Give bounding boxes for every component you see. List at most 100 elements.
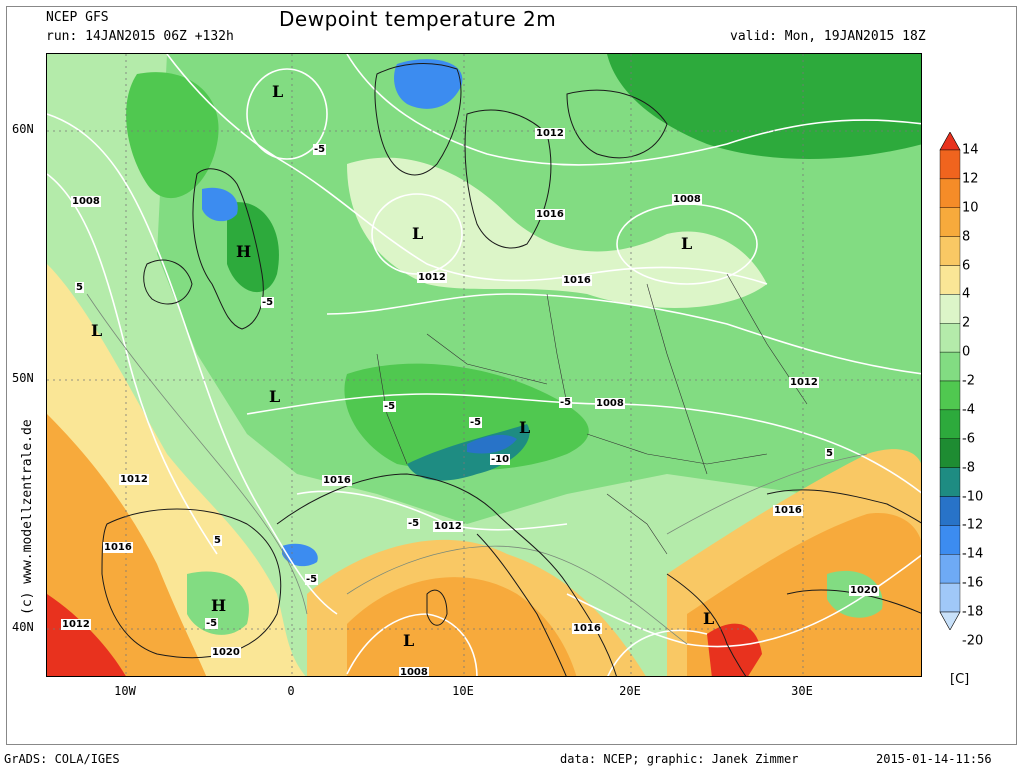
isobar-line (326, 293, 921, 375)
low-pressure-marker: L (703, 609, 715, 628)
dewpoint-contour (346, 545, 688, 645)
isobar-label: 1012 (417, 272, 447, 283)
y-tick-60n: 60N (12, 122, 34, 136)
colorbar-level-label: -2 (962, 373, 975, 389)
field-orange-med (347, 577, 577, 676)
map-field-svg (47, 54, 921, 676)
colorbar-level-label: 10 (962, 200, 979, 216)
coastline-corsica (426, 589, 448, 626)
footer-credit: data: NCEP; graphic: Janek Zimmer (560, 752, 799, 766)
colorbar-box (939, 265, 961, 295)
low-pressure-marker: L (91, 321, 103, 340)
field-red-west (47, 594, 126, 676)
coastline-greece (666, 573, 747, 676)
border-line (376, 353, 408, 465)
colorbar-level-label: 4 (962, 286, 971, 302)
border-line (606, 493, 668, 555)
dewpoint-label: 5 (825, 448, 834, 459)
high-pressure-marker: H (236, 242, 252, 261)
graticule (47, 54, 921, 676)
colorbar-box (939, 438, 961, 468)
x-tick-20e: 20E (619, 684, 641, 698)
isobar-closed-low (246, 68, 328, 160)
dewpoint-label: -5 (305, 574, 319, 585)
valid-time: valid: Mon, 19JAN2015 18Z (730, 29, 926, 44)
colorbar-level-label: -6 (962, 431, 975, 447)
border-line (646, 283, 708, 475)
coastline-ireland (143, 259, 193, 305)
border-line (586, 433, 768, 465)
dewpoint-map: 1008 1008 1012 1016 1016 1012 1012 1008 … (46, 53, 922, 677)
isobar-label: 1012 (433, 521, 463, 532)
low-pressure-marker: L (269, 387, 281, 406)
coastlines (101, 63, 921, 676)
field-alps-core (467, 434, 517, 454)
high-pressure-marker: H (211, 596, 227, 615)
isobar-line (47, 173, 218, 555)
isobar-label: 1016 (103, 542, 133, 553)
field-norway-cold (394, 59, 463, 109)
colorbar-arrow-top (939, 132, 961, 151)
isobar-label: 1020 (849, 585, 879, 596)
isobar-line (346, 54, 921, 166)
model-name: NCEP GFS (46, 10, 109, 25)
field-green-scotland (227, 202, 279, 293)
dewpoint-label: 5 (213, 535, 222, 546)
dewpoint-label: -5 (261, 297, 275, 308)
colorbar-level-label: -18 (962, 604, 984, 620)
field-green-northeast (607, 54, 921, 159)
isobar-label: 1016 (535, 209, 565, 220)
isobar-label: 1016 (773, 505, 803, 516)
dewpoint-contour (666, 453, 868, 535)
field-green-iberia (187, 571, 249, 635)
colorbar-level-label: -14 (962, 546, 984, 562)
x-tick-10w: 10W (114, 684, 136, 698)
isobar-label: 1016 (562, 275, 592, 286)
isobar-label: 1012 (789, 377, 819, 388)
dewpoint-label: -5 (383, 401, 397, 412)
colorbar-arrow-bottom (939, 611, 961, 630)
dewpoint-label: 5 (75, 282, 84, 293)
dewpoint-contour (86, 293, 308, 615)
colorbar-box (939, 149, 961, 180)
colorbar-box (939, 467, 961, 497)
coastline-blacksea (766, 489, 921, 524)
run-info: run: 14JAN2015 06Z +132h (46, 29, 234, 44)
colorbar-level-label: 8 (962, 229, 971, 245)
isobar-label: 1012 (535, 128, 565, 139)
dewpoint-contours (86, 293, 868, 645)
colorbar-level-label: 12 (962, 171, 979, 187)
colorbar-level-label: 0 (962, 344, 971, 360)
colorbar-box (939, 294, 961, 324)
colorbar-unit: [C] (950, 672, 970, 687)
dewpoint-label: -5 (407, 518, 421, 529)
field-red-aegean (707, 623, 762, 676)
low-pressure-marker: L (272, 82, 284, 101)
footer-software: GrADS: COLA/IGES (4, 752, 120, 766)
border-line (426, 333, 548, 385)
colorbar (939, 132, 961, 630)
colorbar-box (939, 178, 961, 208)
border-line (546, 293, 568, 405)
isobar-line (166, 54, 768, 285)
isobar-label: 1008 (672, 194, 702, 205)
colorbar-level-label: 2 (962, 315, 971, 331)
isobar-line (607, 629, 708, 676)
colorbar-box (939, 496, 961, 526)
dewpoint-label: -5 (559, 397, 573, 408)
isobar-label: 1008 (71, 196, 101, 207)
colorbar-level-label: -10 (962, 489, 984, 504)
isobar-label: 1008 (399, 667, 429, 677)
colorbar-box (939, 409, 961, 439)
isobar-label: 1012 (61, 619, 91, 630)
field-light-north (347, 157, 767, 308)
footer-timestamp: 2015-01-14-11:56 (876, 752, 992, 766)
low-pressure-marker: L (681, 234, 693, 253)
coastline-sweden (464, 109, 552, 249)
coastline-britain (192, 168, 264, 330)
dewpoint-label: -5 (205, 618, 219, 629)
colorbar-box (939, 525, 961, 555)
colorbar-level-label: -4 (962, 402, 975, 418)
coastline-iberia (101, 508, 282, 659)
dewpoint-label: -5 (469, 417, 483, 428)
